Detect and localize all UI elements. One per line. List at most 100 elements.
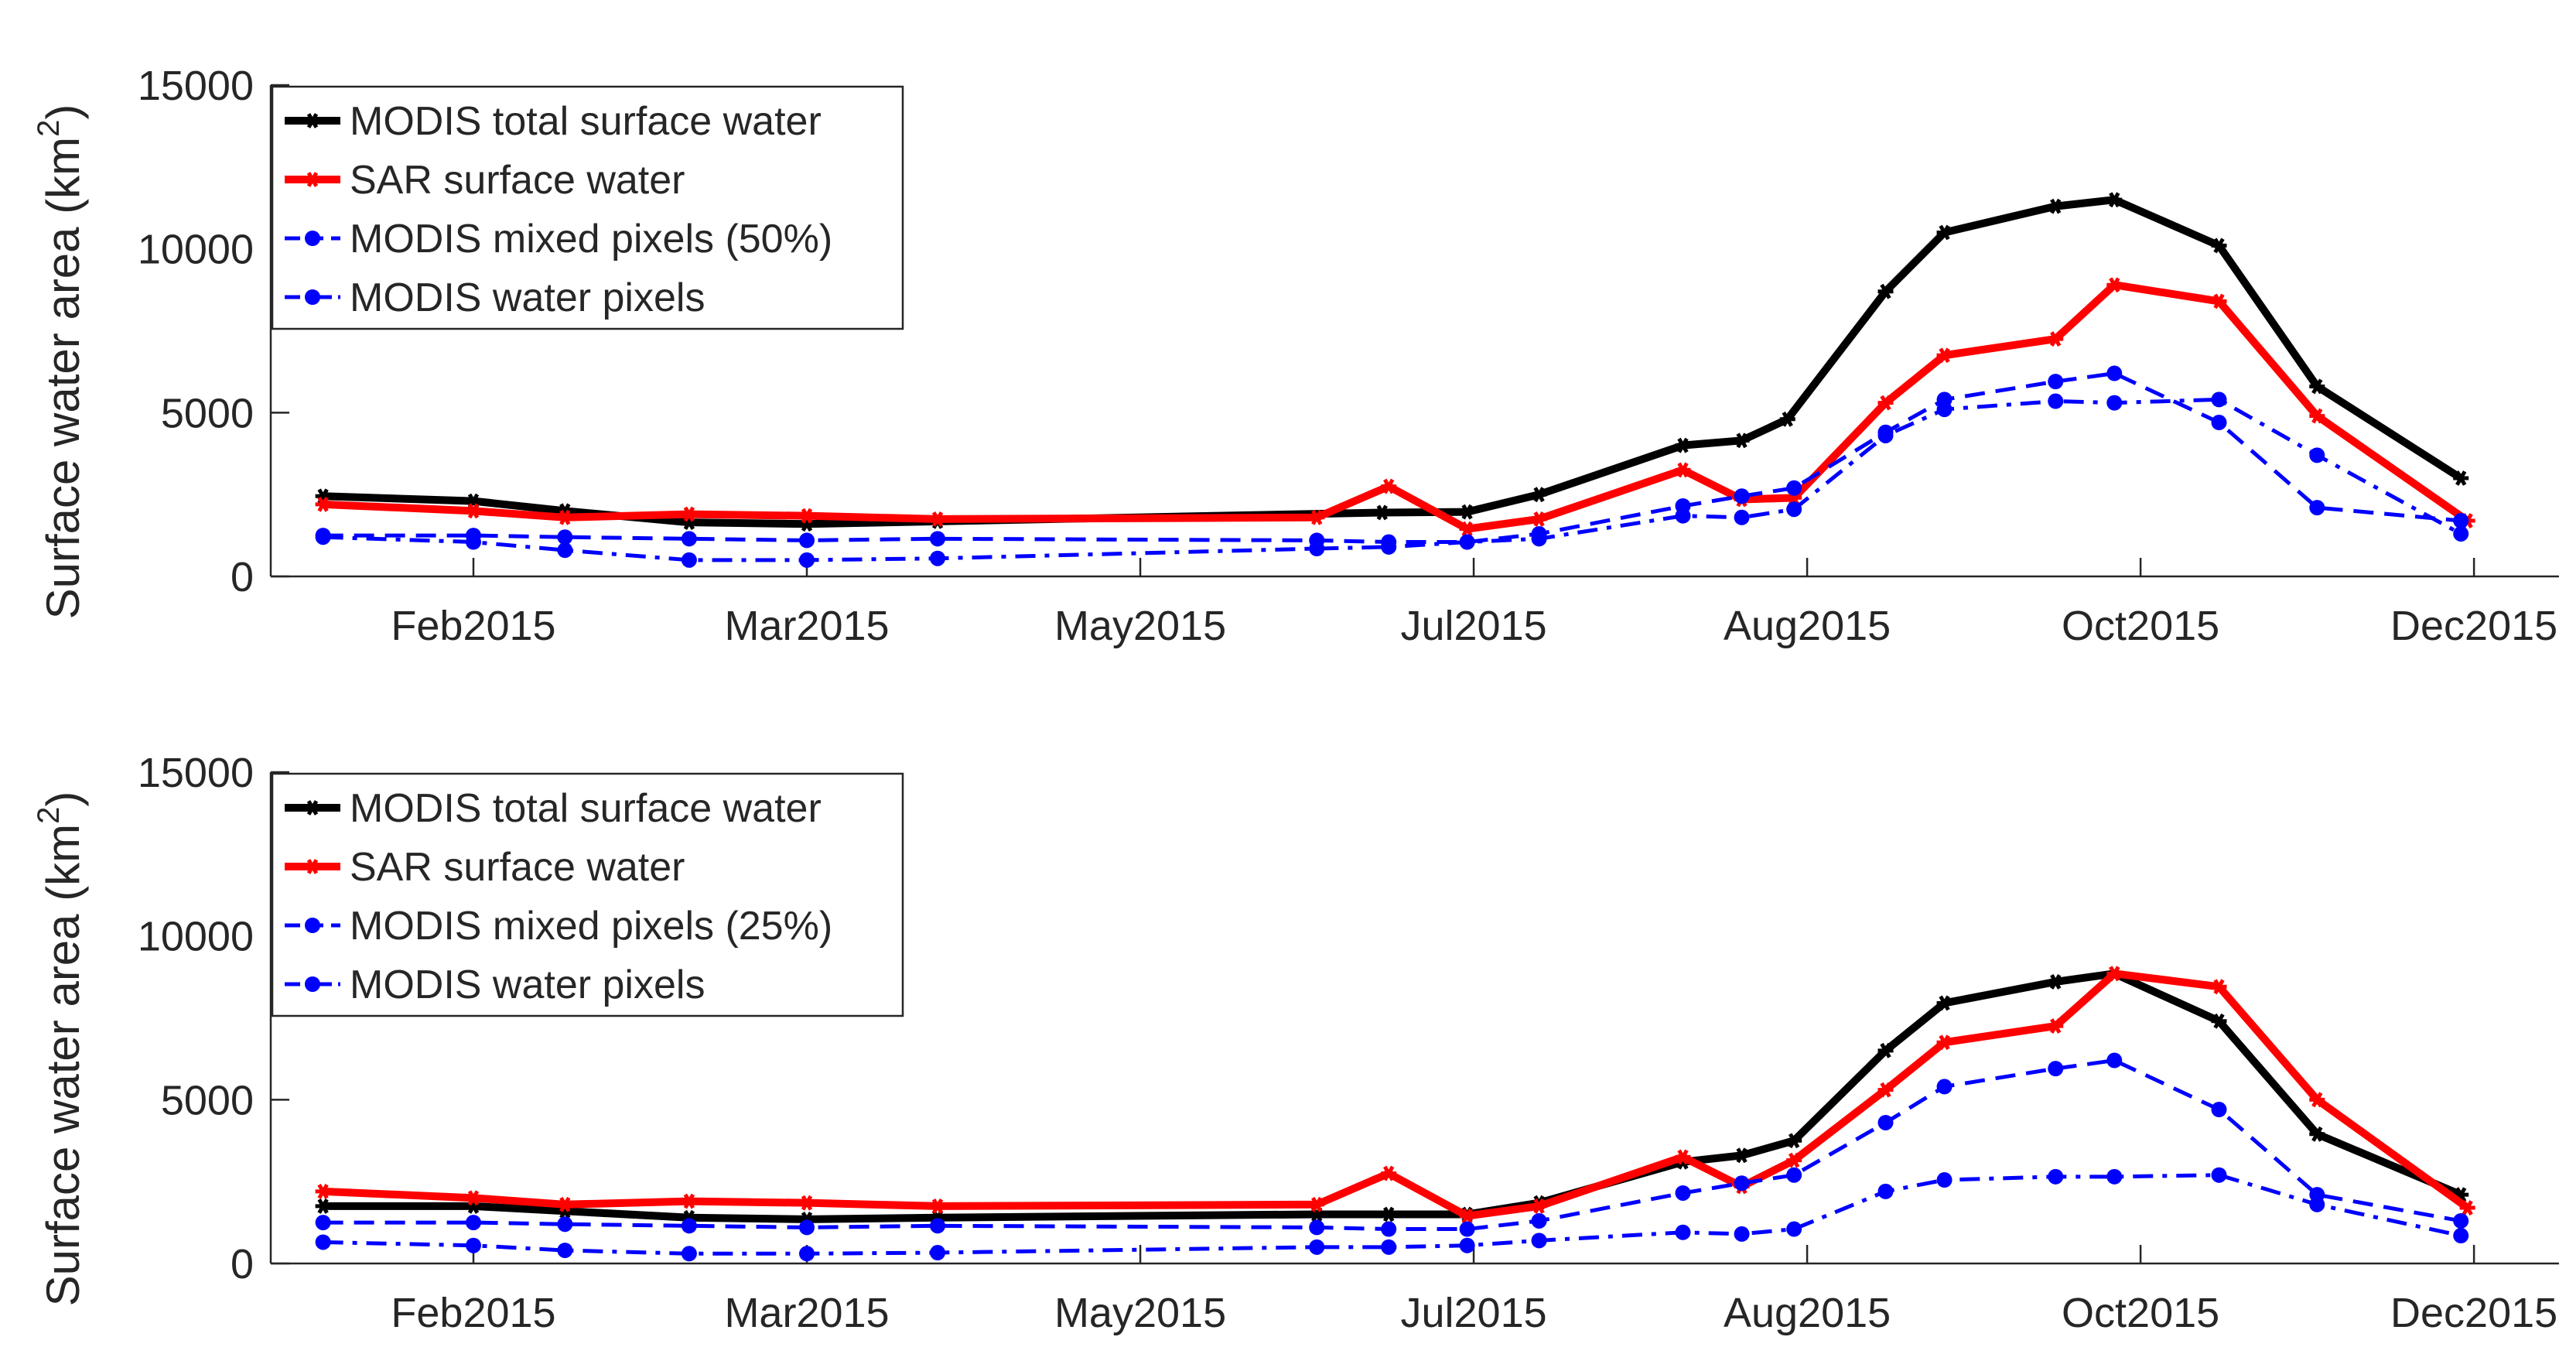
data-point	[2453, 1228, 2469, 1244]
data-point	[1877, 1042, 1894, 1058]
data-point	[1309, 1239, 1325, 1255]
data-point	[465, 1237, 481, 1253]
data-point	[2211, 1013, 2227, 1029]
data-point	[1309, 509, 1325, 525]
data-point	[1531, 511, 1547, 527]
data-point	[1936, 995, 1952, 1011]
y-tick-label: 5000	[161, 1077, 254, 1123]
legend-label: MODIS mixed pixels (50%)	[350, 217, 832, 262]
x-tick-label: Aug2015	[1724, 1290, 1891, 1336]
x-tick-label: Mar2015	[724, 603, 889, 649]
x-tick-label: May2015	[1054, 1290, 1226, 1336]
data-point	[930, 1198, 946, 1214]
data-point	[1675, 1224, 1691, 1240]
data-point	[1381, 478, 1397, 494]
data-point	[2309, 408, 2325, 424]
data-point	[1675, 437, 1691, 453]
data-point	[2048, 393, 2064, 409]
data-point	[1531, 1233, 1547, 1249]
legend-label: SAR surface water	[350, 845, 685, 890]
data-point	[2309, 378, 2325, 395]
legend-marker	[305, 172, 320, 187]
series-line	[323, 1173, 2462, 1256]
data-point	[465, 1190, 481, 1206]
data-point	[1459, 1208, 1475, 1224]
data-point	[1786, 480, 1802, 496]
data-point	[2309, 1196, 2325, 1212]
data-point	[315, 529, 331, 545]
data-point	[1531, 531, 1547, 547]
data-point	[1531, 1212, 1547, 1229]
data-point	[2211, 1167, 2227, 1183]
data-point	[315, 1215, 331, 1231]
legend-label: MODIS total surface water	[350, 99, 822, 144]
data-point	[1381, 539, 1397, 555]
chart-bottom: 0 5000 10000 15000 Feb2015 Mar2015 May2015 Jul2…	[32, 750, 2559, 1336]
series-line	[323, 281, 2470, 533]
legend-label: MODIS total surface water	[350, 786, 822, 831]
data-point	[2106, 277, 2123, 293]
legend-label: MODIS mixed pixels (25%)	[350, 904, 832, 949]
series-line	[323, 397, 2462, 562]
legend-label: SAR surface water	[350, 158, 685, 203]
data-point	[1734, 509, 1750, 525]
y-tick-label: 15000	[138, 63, 254, 109]
data-point	[2211, 415, 2227, 431]
data-point	[1734, 1175, 1750, 1192]
data-point	[930, 1218, 946, 1234]
legend-marker	[305, 976, 320, 992]
data-point	[1459, 534, 1475, 550]
x-tick-label: Oct2015	[2062, 603, 2219, 649]
data-point	[799, 532, 815, 549]
x-tick-label: Feb2015	[391, 603, 555, 649]
data-point	[1786, 1152, 1802, 1168]
legend-label: MODIS water pixels	[350, 963, 705, 1007]
data-point	[1734, 433, 1750, 449]
data-point	[799, 552, 815, 568]
data-point	[1309, 1196, 1325, 1212]
data-point	[1531, 487, 1547, 503]
data-point	[1459, 521, 1475, 537]
data-point	[1309, 1219, 1325, 1236]
data-point	[1734, 488, 1750, 504]
legend-marker	[305, 289, 320, 305]
legend: MODIS total surface water SAR surface wat…	[271, 85, 904, 330]
data-point	[2211, 1102, 2227, 1118]
x-tick-label: Dec2015	[2390, 603, 2557, 649]
x-tick-label: Aug2015	[1724, 603, 1891, 649]
data-point	[315, 1234, 331, 1250]
series-line	[323, 969, 2470, 1220]
data-point	[465, 503, 481, 519]
data-point	[1381, 1221, 1397, 1237]
data-point	[1786, 1167, 1802, 1183]
data-point	[1936, 1079, 1952, 1095]
data-point	[1877, 283, 1894, 299]
data-point	[557, 1216, 573, 1233]
data-point	[1675, 1149, 1691, 1165]
data-point	[2048, 374, 2064, 390]
data-point	[2048, 1018, 2064, 1034]
data-point	[1459, 1221, 1475, 1237]
data-point	[681, 1193, 697, 1209]
series-3	[315, 391, 2469, 568]
data-point	[681, 552, 697, 568]
data-point	[1936, 402, 1952, 418]
data-point	[315, 1183, 331, 1199]
series-2	[315, 1052, 2469, 1237]
data-point	[1877, 395, 1894, 411]
y-axis-label: Surface water area (km2)	[32, 104, 89, 620]
data-point	[2453, 1212, 2469, 1229]
legend-marker	[305, 231, 320, 246]
series-line	[323, 1058, 2462, 1232]
data-point	[2211, 391, 2227, 408]
data-point	[1936, 347, 1952, 364]
data-point	[2453, 525, 2469, 542]
data-point	[1381, 1165, 1397, 1181]
data-point	[1936, 224, 1952, 241]
y-tick-label: 10000	[138, 227, 254, 273]
data-point	[2048, 198, 2064, 214]
y-tick-label: 5000	[161, 390, 254, 436]
data-point	[681, 1218, 697, 1234]
data-point	[1531, 1198, 1547, 1214]
data-point	[2309, 500, 2325, 516]
